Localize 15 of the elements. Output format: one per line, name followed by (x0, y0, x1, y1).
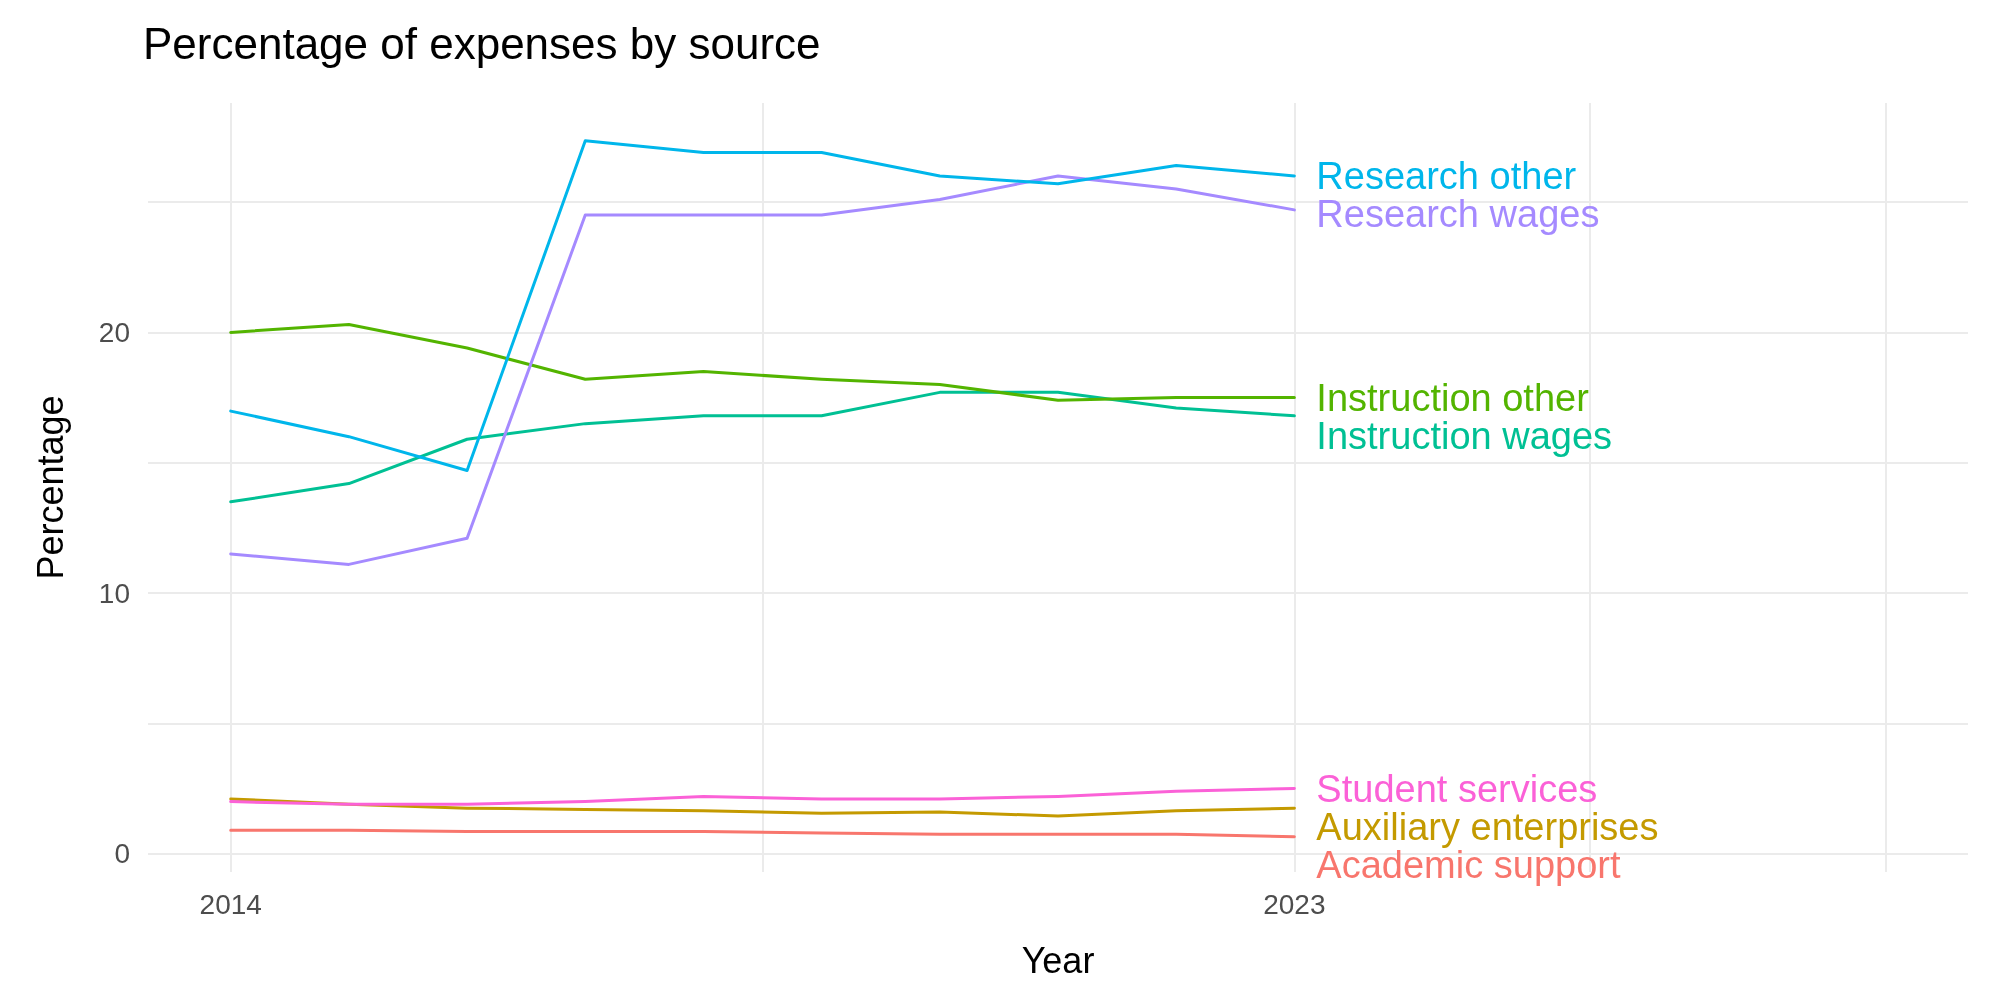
y-axis-title: Percentage (29, 395, 71, 580)
line-series (229, 390, 1296, 504)
y-tick-label: 0 (114, 838, 130, 870)
x-tick-label: 2023 (1263, 888, 1326, 920)
y-tick-label: 20 (98, 316, 130, 348)
line-series (229, 787, 1296, 806)
x-tick-label: 2014 (199, 888, 262, 920)
series-label: Student services (1316, 767, 1598, 810)
line-series (229, 828, 1296, 839)
y-tick-label: 10 (98, 577, 130, 609)
line-series (229, 323, 1296, 402)
line-series (229, 174, 1296, 566)
line-series (229, 139, 1296, 473)
x-axis-title: Year (1021, 939, 1095, 981)
chart-title: Percentage of expenses by source (143, 18, 821, 68)
